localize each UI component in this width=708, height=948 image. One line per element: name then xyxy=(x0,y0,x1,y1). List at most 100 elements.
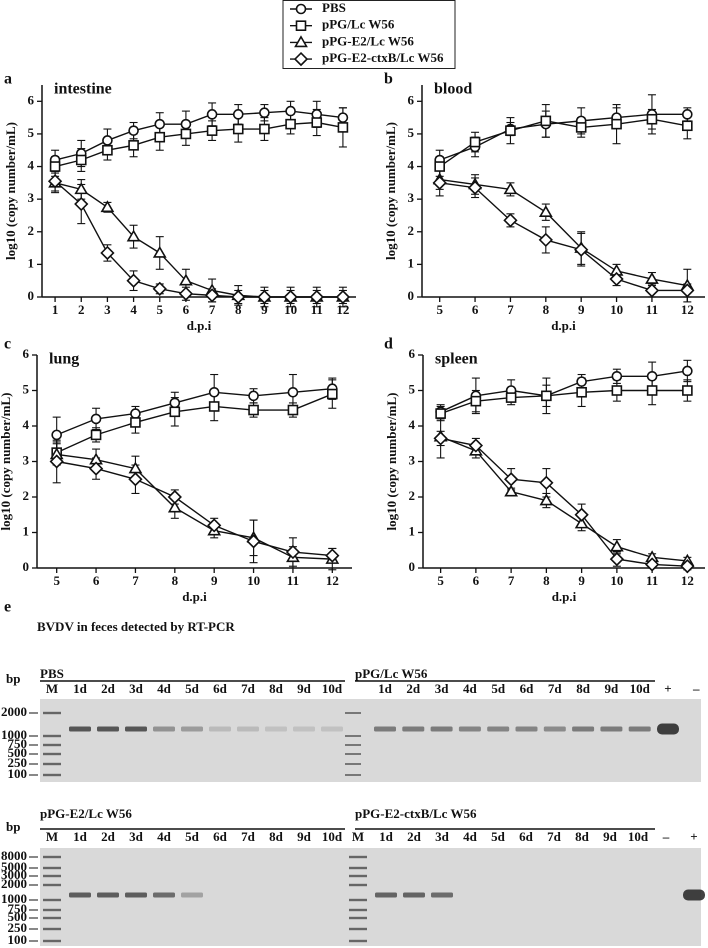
x-tick-label: 9 xyxy=(261,302,268,317)
x-tick-label: 10 xyxy=(247,573,260,588)
ladder-band xyxy=(43,773,61,777)
x-tick-label: 4 xyxy=(130,302,137,317)
series-line xyxy=(439,113,688,161)
marker xyxy=(130,408,141,419)
marker xyxy=(152,281,167,296)
lane-label: 7d xyxy=(241,829,256,844)
marker-size-label: 1000 xyxy=(1,727,27,742)
gel-image xyxy=(40,848,345,946)
gel-title: BVDV in feces detected by RT-PCR xyxy=(37,619,235,634)
gel-image xyxy=(345,848,701,946)
lane-label: 4d xyxy=(463,829,478,844)
pcr-band xyxy=(430,726,453,732)
series-line xyxy=(54,110,344,161)
marker xyxy=(285,105,296,117)
lane-label: 10d xyxy=(322,681,343,696)
marker xyxy=(574,242,589,257)
marker xyxy=(538,205,553,217)
marker xyxy=(47,174,63,189)
marker xyxy=(208,401,220,412)
ladder-band xyxy=(345,774,361,776)
pcr-band xyxy=(683,889,705,901)
x-tick-label: 8 xyxy=(543,302,550,317)
marker xyxy=(287,386,299,398)
ladder-band xyxy=(43,939,61,943)
x-tick-label: 10 xyxy=(284,302,297,317)
marker xyxy=(294,35,308,48)
marker-size-label: 250 xyxy=(8,755,28,770)
series-line xyxy=(439,118,688,168)
marker xyxy=(283,289,298,305)
pcr-band xyxy=(265,726,287,732)
x-tick-label: 11 xyxy=(646,302,658,317)
marker xyxy=(207,518,222,533)
ladder-band xyxy=(349,855,367,859)
marker xyxy=(576,386,587,398)
ladder-band xyxy=(43,866,61,870)
y-tick-label: 6 xyxy=(409,346,416,361)
marker xyxy=(178,286,194,301)
y-tick-label: 6 xyxy=(408,92,415,107)
lane-label: 7d xyxy=(241,681,256,696)
lane-label: 1d xyxy=(73,681,88,696)
marker xyxy=(179,273,193,286)
y-tick-label: 1 xyxy=(23,523,30,538)
marker xyxy=(646,113,658,125)
ladder-band xyxy=(349,898,367,902)
y-tick-label: 4 xyxy=(409,417,416,432)
marker xyxy=(232,109,244,120)
series-line xyxy=(440,436,688,562)
ladder-band xyxy=(349,916,367,920)
marker xyxy=(128,125,139,136)
marker-size-label: 3000 xyxy=(1,867,27,882)
ladder-band xyxy=(345,744,361,746)
marker xyxy=(575,122,587,133)
x-tick-label: 5 xyxy=(437,573,444,588)
y-axis-label: log10 (copy number/mL) xyxy=(384,393,399,531)
marker xyxy=(295,20,307,32)
marker xyxy=(74,196,89,212)
marker xyxy=(469,136,481,148)
legend-label: pPG/Lc W56 xyxy=(322,17,395,32)
y-tick-label: 5 xyxy=(23,381,30,396)
x-axis-label: d.p.i xyxy=(552,589,577,604)
lane-label: 10d xyxy=(322,829,343,844)
pcr-band xyxy=(125,726,147,732)
ladder-band xyxy=(43,762,61,766)
x-tick-label: 7 xyxy=(508,573,515,588)
lane-label: 1d xyxy=(378,681,393,696)
lane-label: 7d xyxy=(547,829,562,844)
marker xyxy=(259,107,270,119)
x-axis-label: d.p.i xyxy=(187,318,212,333)
marker-size-label: 5000 xyxy=(1,859,27,874)
lane-label: M xyxy=(352,829,364,844)
pcr-band xyxy=(374,726,396,732)
pcr-band xyxy=(181,892,203,898)
series-line xyxy=(439,178,688,287)
marker xyxy=(152,245,167,258)
ladder-band xyxy=(43,927,61,931)
lane-label: 3d xyxy=(435,681,450,696)
marker xyxy=(90,413,102,425)
y-tick-label: 4 xyxy=(28,158,35,173)
panel-label: e xyxy=(4,599,11,616)
y-tick-label: 1 xyxy=(409,523,416,538)
lane-label: – xyxy=(692,681,700,696)
ladder-band xyxy=(349,908,367,912)
marker xyxy=(102,144,113,156)
marker xyxy=(503,472,519,487)
marker xyxy=(130,417,141,428)
lane-label: 5d xyxy=(185,829,200,844)
series-line xyxy=(56,460,333,557)
marker-size-label: 750 xyxy=(8,901,28,916)
bp-label: bp xyxy=(6,819,20,834)
chart-title: lung xyxy=(49,351,79,368)
marker xyxy=(680,283,695,298)
marker xyxy=(682,120,693,132)
ladder-band xyxy=(43,898,61,902)
y-tick-label: 2 xyxy=(23,488,30,503)
marker xyxy=(337,112,349,123)
lane-label: 10d xyxy=(630,681,651,696)
x-tick-label: 6 xyxy=(93,573,100,588)
y-tick-label: 2 xyxy=(28,223,35,238)
